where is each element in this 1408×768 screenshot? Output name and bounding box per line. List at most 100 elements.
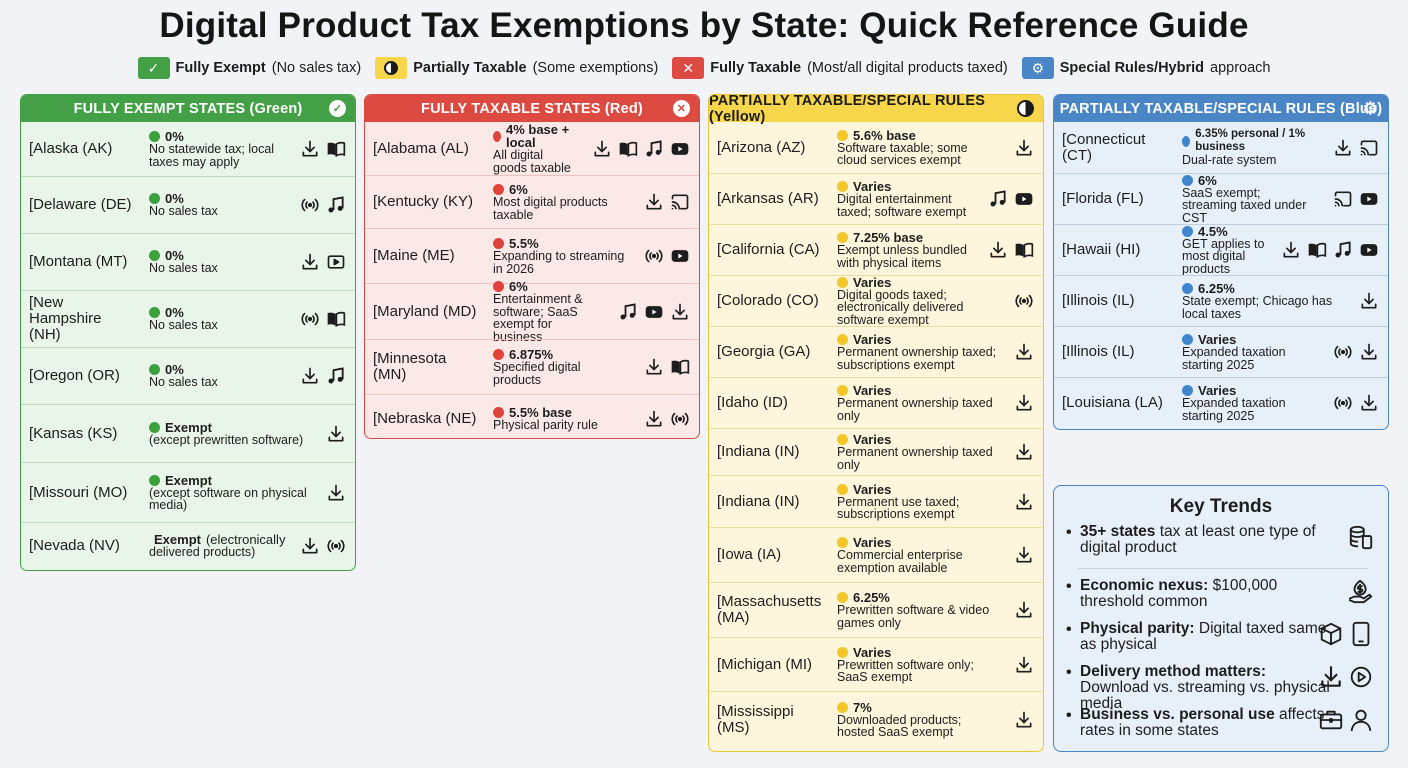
product-type-icons [1013, 393, 1035, 413]
tax-rate: 6.25% [1182, 282, 1343, 295]
panel-header-fully-exempt: FULLY EXEMPT STATES (Green) ✓ [21, 95, 355, 122]
tax-note: SaaS exempt; streaming taxed under CST [1182, 185, 1307, 225]
state-row: [Florida (FL) 6% SaaS exempt; streaming ta… [1054, 173, 1388, 224]
legend-label: Partially Taxable [413, 60, 527, 76]
tax-rate: 5.5% base [493, 406, 628, 419]
download-icon [1013, 600, 1035, 620]
state-row: [Maine (ME) 5.5% Expanding to streaming in… [365, 228, 699, 283]
state-info: Varies Prewritten software only; SaaS exe… [837, 646, 998, 684]
state-info: Varies Expanded taxation starting 2025 [1182, 384, 1317, 422]
product-type-icons [643, 192, 691, 212]
download-icon [1358, 393, 1380, 413]
state-row: [Illinois (IL) Varies Expanded taxation st… [1054, 326, 1388, 377]
legend-description: (Most/all digital products taxed) [807, 60, 1008, 76]
state-name: [Indiana (IN) [717, 492, 800, 510]
music-icon [617, 302, 639, 322]
download-icon [1013, 393, 1035, 413]
key-trends-panel: Key Trends • 35+ states tax at least one … [1053, 485, 1389, 752]
trend-icons [1318, 707, 1374, 738]
download-icon [1332, 138, 1354, 158]
product-type-icons [299, 252, 347, 272]
tax-rate: Varies [1182, 384, 1317, 397]
video-icon [325, 252, 347, 272]
bullet-icon: • [1066, 621, 1072, 638]
state-info: Varies Digital entertainment taxed; softw… [837, 180, 972, 218]
state-info: Varies Digital goods taxed; electronicall… [837, 276, 998, 327]
tax-rate: Exempt [149, 474, 310, 487]
tax-note: GET applies to most digital products [1182, 236, 1265, 276]
trend-item: • Business vs. personal use affects rates… [1066, 707, 1378, 739]
tax-rate: 5.6% base [837, 129, 998, 142]
download-icon [1013, 545, 1035, 565]
tax-rate-value: 0% [165, 305, 184, 321]
book-icon [617, 139, 639, 159]
state-row: [Alabama (AL) 4% base + local All digital … [365, 122, 699, 175]
trend-icons [1318, 664, 1374, 695]
youtube-icon [1358, 240, 1380, 260]
legend-description: approach [1210, 60, 1271, 76]
product-type-icons [1013, 655, 1035, 675]
tax-rate: Exempt (electronically [149, 533, 285, 546]
download-icon [299, 536, 321, 556]
panel-title: FULLY EXEMPT STATES (Green) [73, 100, 303, 117]
state-info: 5.6% base Software taxable; some cloud se… [837, 129, 998, 167]
tax-note: Permanent use taxed; subscriptions exemp… [837, 494, 960, 521]
trend-icons [1318, 621, 1374, 652]
trend-detail: affects rates in some states [1080, 706, 1325, 739]
tax-note: Downloaded products; hosted SaaS exempt [837, 712, 962, 739]
trend-detail: tax at least one type of digital product [1080, 523, 1316, 556]
download-icon [299, 139, 321, 159]
state-row: [Arkansas (AR) Varies Digital entertainmen… [709, 173, 1043, 224]
tax-note: Commercial enterprise exemption availabl… [837, 548, 963, 575]
tax-rate: 0% [149, 130, 284, 143]
tax-rate: 6% [1182, 174, 1317, 187]
tax-note: Specified digital products [493, 360, 581, 387]
tax-note: Prewritten software & video games only [837, 603, 990, 630]
product-type-icons [1013, 600, 1035, 620]
panel-partially-taxable-yellow: PARTIALLY TAXABLE/SPECIAL RULES (Yellow)… [708, 94, 1044, 752]
status-dot-icon [493, 238, 504, 249]
tax-rate: Varies [837, 384, 998, 397]
tax-rate-value: 7% [853, 699, 872, 715]
download-icon [1013, 655, 1035, 675]
state-info: Varies Permanent ownership taxed only [837, 384, 998, 422]
tax-note: All digital goods taxable [493, 148, 571, 175]
state-info: 6% SaaS exempt; streaming taxed under CST [1182, 174, 1317, 225]
state-info: 0% No sales tax [149, 306, 284, 332]
tax-rate-value: 6.25% [1198, 281, 1235, 296]
tax-rate-value: 4.5% [1198, 223, 1228, 239]
tax-note: Entertainment & software; SaaS exempt fo… [493, 292, 583, 344]
state-info: 0% No statewide tax; local taxes may appl… [149, 130, 284, 168]
book-icon [1306, 240, 1328, 260]
trend-text: Physical parity: Digital taxed same as p… [1080, 621, 1330, 653]
status-dot-icon [149, 250, 160, 262]
product-type-icons [1013, 492, 1035, 512]
state-name: [Illinois (IL) [1062, 343, 1135, 360]
state-row: [Georgia (GA) Varies Permanent ownership t… [709, 326, 1043, 377]
broadcast-icon [669, 409, 691, 429]
state-info: Varies Expanded taxation starting 2025 [1182, 333, 1317, 371]
trend-item: • Economic nexus: $100,000 threshold comm… [1066, 578, 1378, 610]
status-dot-icon [837, 701, 848, 713]
legend-item: ✓ Fully Exempt (No sales tax) [137, 57, 361, 79]
youtube-icon [1013, 189, 1035, 209]
state-row: [Illinois (IL) 6.25% State exempt; Chicago… [1054, 275, 1388, 326]
state-info: 0% No sales tax [149, 363, 284, 389]
product-type-icons [325, 424, 347, 444]
panel-header-fully-taxable: FULLY TAXABLE STATES (Red) ✕ [365, 95, 699, 122]
state-row: [Arizona (AZ) 5.6% base Software taxable; … [709, 122, 1043, 173]
status-dot-icon [493, 281, 504, 292]
status-dot-icon [1182, 135, 1191, 147]
state-name: [Missouri (MO) [29, 483, 128, 501]
status-dot-icon [837, 334, 848, 345]
state-row: [Minnesota (MN) 6.875% Specified digital p… [365, 339, 699, 394]
broadcast-icon [325, 536, 347, 556]
state-info: 6.875% Specified digital products [493, 348, 628, 386]
page-title: Digital Product Tax Exemptions by State:… [159, 6, 1249, 45]
briefcase-icon [1318, 707, 1344, 738]
tax-rate: 6.25% [837, 591, 998, 604]
tax-note: Expanded taxation starting 2025 [1182, 396, 1286, 423]
tax-rate-value: 0% [165, 248, 184, 264]
tax-rate: Varies [837, 646, 998, 659]
state-name: [Georgia (GA) [717, 343, 811, 360]
